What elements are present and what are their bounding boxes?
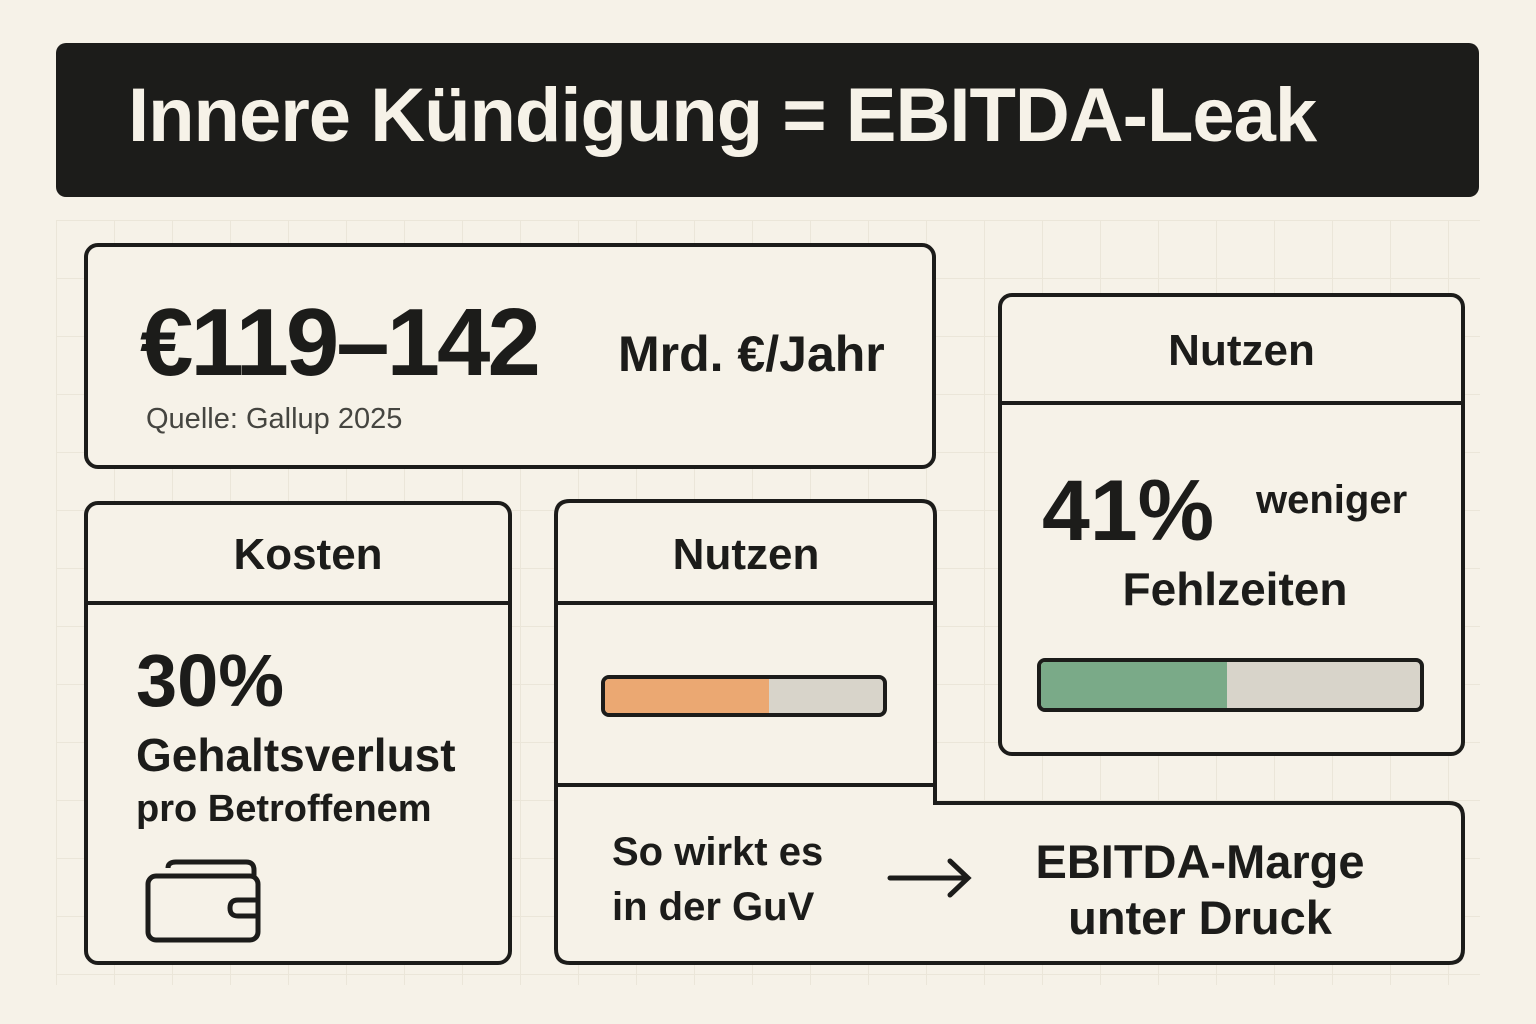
wallet-icon (145, 859, 261, 943)
costs-card (84, 501, 512, 965)
headline-card (84, 243, 936, 469)
benefit-right-label: Fehlzeiten (1122, 563, 1348, 615)
source-note: Quelle: Gallup 2025 (146, 403, 403, 435)
costs-value: 30% (136, 639, 285, 722)
costs-line1: Gehaltsverlust (136, 729, 456, 781)
impact-right-line2: unter Druck (1068, 891, 1332, 944)
benefit-right-progress-bar (1037, 658, 1424, 712)
headline-value: €119–142 (140, 289, 541, 396)
arrow-right-icon (887, 858, 972, 898)
costs-header: Kosten (233, 530, 383, 579)
benefit-middle-progress-bar (601, 675, 887, 717)
title-bar (56, 43, 1479, 197)
page-title: Innere Kündigung = EBITDA-Leak (128, 73, 1317, 158)
progress-fill (1041, 662, 1227, 708)
benefit-right-value: 41% (1042, 463, 1215, 559)
costs-line2: pro Betroffenem (136, 788, 432, 830)
headline-unit: Mrd. €/Jahr (618, 326, 885, 382)
benefit-middle-header: Nutzen (672, 530, 820, 579)
impact-right-line1: EBITDA-Marge (1035, 835, 1365, 888)
divider (86, 601, 510, 605)
benefit-right-suffix: weniger (1256, 478, 1408, 522)
impact-left-line2: in der GuV (612, 885, 815, 929)
benefit-right-header: Nutzen (1168, 326, 1315, 375)
divider (1000, 401, 1463, 405)
progress-fill (605, 679, 770, 713)
impact-left-line1: So wirkt es (612, 830, 824, 874)
